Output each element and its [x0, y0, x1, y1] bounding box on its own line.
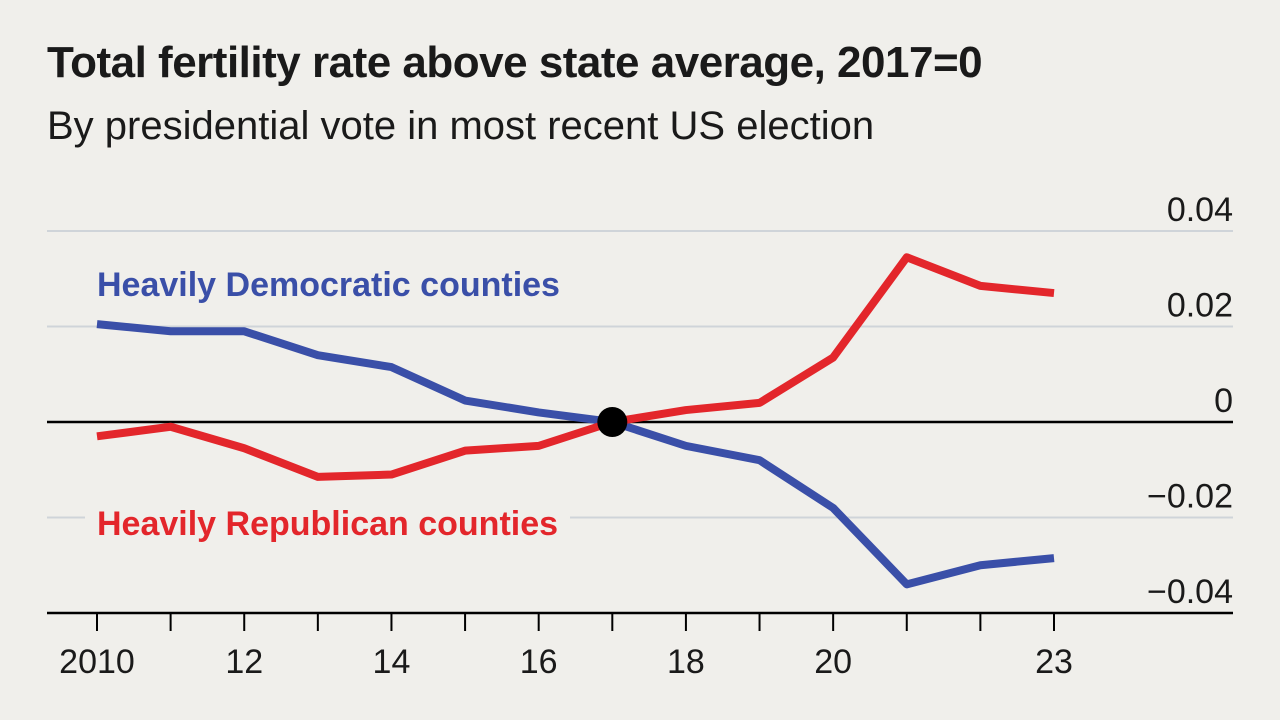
x-tick-label: 14 [373, 643, 411, 681]
series-line-republican [96, 253, 1055, 481]
series-layer [96, 253, 1055, 589]
y-tick-label: 0.04 [1167, 191, 1233, 229]
series-label-background [85, 505, 571, 543]
x-tick-label: 16 [520, 643, 558, 681]
baseline-marker [597, 407, 628, 437]
x-tick-label: 2010 [59, 643, 135, 681]
series-label-republican: Heavily Republican counties [97, 505, 558, 543]
y-tick-label: −0.04 [1147, 573, 1233, 611]
x-tick-label: 20 [814, 643, 852, 681]
x-tick-label: 18 [667, 643, 705, 681]
y-tick-label: 0 [1214, 382, 1233, 420]
y-tick-label: −0.02 [1147, 478, 1233, 516]
x-tick-label: 12 [225, 643, 263, 681]
series-label-democratic: Heavily Democratic counties [97, 266, 560, 304]
y-tick-label: 0.02 [1167, 287, 1233, 325]
label-layer: Heavily Democratic counties Heavily Repub… [85, 266, 571, 543]
chart-title: Total fertility rate above state average… [47, 38, 983, 87]
chart-subtitle: By presidential vote in most recent US e… [47, 104, 875, 148]
x-tick-label: 23 [1035, 643, 1073, 681]
axis-layer: 0.04 0.02 0 −0.02 −0.04 2010 12 14 16 18 20 23 [47, 191, 1233, 681]
series-line-democratic [96, 320, 1055, 589]
